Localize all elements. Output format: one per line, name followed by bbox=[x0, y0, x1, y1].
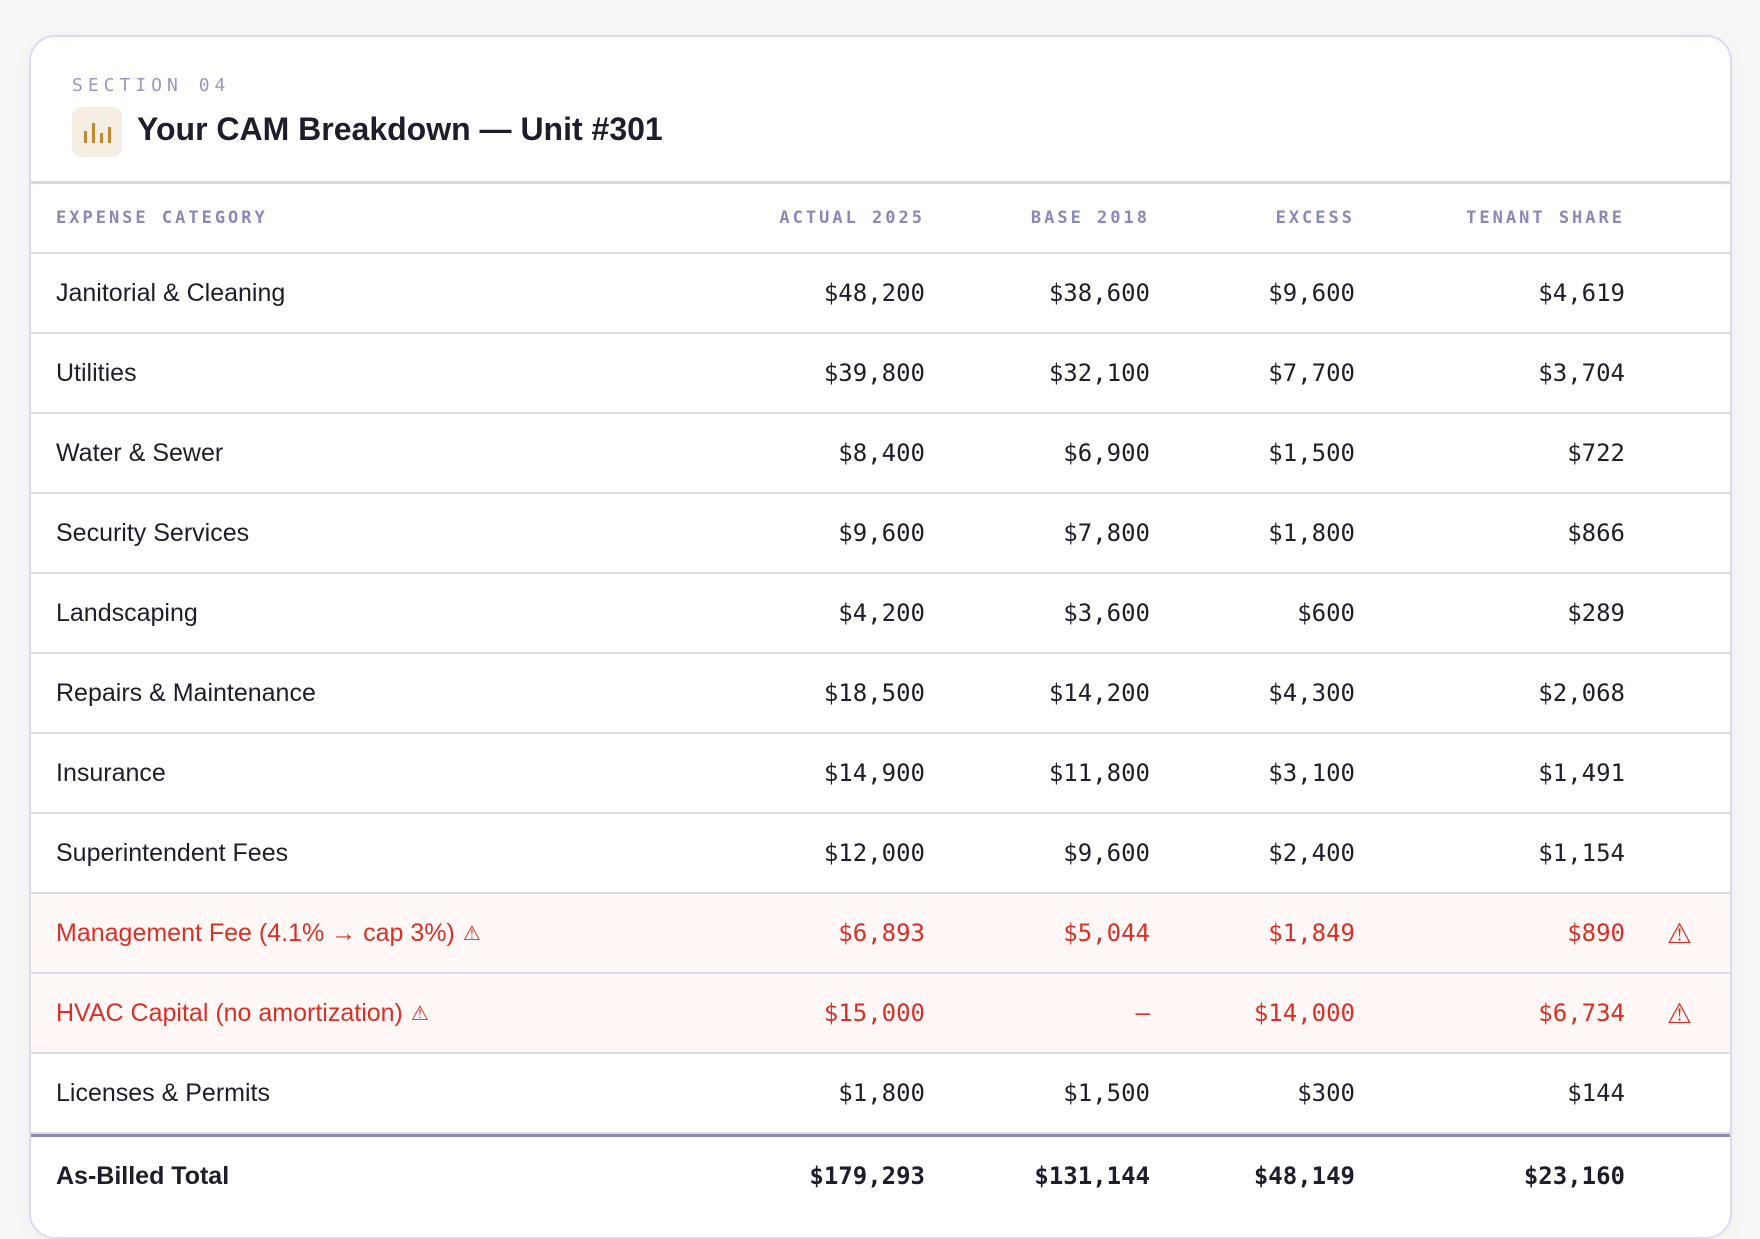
table-row: Landscaping $4,200 $3,600 $600 $289 bbox=[31, 574, 1730, 654]
column-header-actual: ACTUAL 2025 bbox=[779, 208, 925, 228]
table-row: Utilities $39,800 $32,100 $7,700 $3,704 bbox=[31, 334, 1730, 414]
actual-cell: $8,400 bbox=[838, 439, 925, 467]
base-cell: $6,900 bbox=[1063, 439, 1150, 467]
excess-cell: $9,600 bbox=[1268, 279, 1355, 307]
share-cell: $2,068 bbox=[1538, 679, 1625, 707]
table-row: Security Services $9,600 $7,800 $1,800 $866 bbox=[31, 494, 1730, 574]
section-label: SECTION 04 bbox=[72, 75, 231, 96]
actual-cell: $6,893 bbox=[838, 919, 925, 947]
category-cell: Landscaping bbox=[56, 598, 198, 627]
column-header-base: BASE 2018 bbox=[1030, 208, 1150, 228]
base-cell: $14,200 bbox=[1048, 679, 1150, 707]
category-cell: Water & Sewer bbox=[56, 438, 224, 467]
table-row: Superintendent Fees $12,000 $9,600 $2,400 $1… bbox=[31, 814, 1730, 894]
warning-icon[interactable]: ⚠ bbox=[1666, 997, 1692, 1029]
category-cell: Janitorial & Cleaning bbox=[56, 278, 286, 307]
warning-icon: ⚠ bbox=[410, 1002, 429, 1025]
table-header: EXPENSE CATEGORY ACTUAL 2025 BASE 2018 E… bbox=[31, 184, 1730, 254]
excess-cell: $2,400 bbox=[1268, 839, 1355, 867]
table-row: Repairs & Maintenance $18,500 $14,200 $4,30… bbox=[31, 654, 1730, 734]
warning-icon[interactable]: ⚠ bbox=[1666, 917, 1692, 949]
share-cell: $1,154 bbox=[1538, 839, 1625, 867]
base-cell: $11,800 bbox=[1048, 759, 1150, 787]
warning-icon: ⚠ bbox=[462, 922, 481, 945]
share-cell: $890 bbox=[1567, 919, 1625, 947]
excess-cell: $7,700 bbox=[1268, 359, 1355, 387]
share-cell: $4,619 bbox=[1538, 279, 1625, 307]
share-cell: $23,160 bbox=[1523, 1162, 1625, 1190]
category-cell: Superintendent Fees bbox=[56, 838, 289, 867]
share-cell: $289 bbox=[1567, 599, 1625, 627]
share-cell: $866 bbox=[1567, 519, 1625, 547]
cam-table: EXPENSE CATEGORY ACTUAL 2025 BASE 2018 E… bbox=[31, 184, 1730, 1215]
excess-cell: $1,800 bbox=[1268, 519, 1355, 547]
table-row: Insurance $14,900 $11,800 $3,100 $1,491 bbox=[31, 734, 1730, 814]
excess-cell: $3,100 bbox=[1268, 759, 1355, 787]
excess-cell: $1,500 bbox=[1268, 439, 1355, 467]
table-row: HVAC Capital (no amortization) ⚠ $15,000 – $… bbox=[31, 974, 1730, 1054]
category-cell: Utilities bbox=[56, 358, 137, 387]
excess-cell: $300 bbox=[1297, 1079, 1355, 1107]
total-row: As-Billed Total $179,293 $131,144 $48,149 $2… bbox=[31, 1134, 1730, 1215]
category-cell: As-Billed Total bbox=[56, 1161, 230, 1190]
actual-cell: $12,000 bbox=[823, 839, 925, 867]
base-cell: $1,500 bbox=[1063, 1079, 1150, 1107]
base-cell: $32,100 bbox=[1048, 359, 1150, 387]
category-cell: Management Fee (4.1% → cap 3%) ⚠ bbox=[56, 918, 481, 947]
share-cell: $1,491 bbox=[1538, 759, 1625, 787]
excess-cell: $48,149 bbox=[1253, 1162, 1355, 1190]
actual-cell: $4,200 bbox=[838, 599, 925, 627]
category-cell: HVAC Capital (no amortization) ⚠ bbox=[56, 998, 429, 1027]
table-row: Licenses & Permits $1,800 $1,500 $300 $144 bbox=[31, 1054, 1730, 1134]
page-title: Your CAM Breakdown — Unit #301 bbox=[137, 111, 663, 147]
card-header: SECTION 04 Your CAM Breakdown — Unit #30… bbox=[31, 37, 1730, 184]
base-cell: $3,600 bbox=[1063, 599, 1150, 627]
share-cell: $722 bbox=[1567, 439, 1625, 467]
actual-cell: $15,000 bbox=[823, 999, 925, 1027]
bar-chart-icon bbox=[72, 107, 122, 157]
base-cell: – bbox=[1135, 999, 1150, 1027]
table-row: Management Fee (4.1% → cap 3%) ⚠ $6,893 $5,… bbox=[31, 894, 1730, 974]
actual-cell: $48,200 bbox=[823, 279, 925, 307]
share-cell: $3,704 bbox=[1538, 359, 1625, 387]
actual-cell: $9,600 bbox=[838, 519, 925, 547]
base-cell: $5,044 bbox=[1063, 919, 1150, 947]
base-cell: $7,800 bbox=[1063, 519, 1150, 547]
category-cell: Insurance bbox=[56, 758, 166, 787]
category-cell: Licenses & Permits bbox=[56, 1078, 270, 1107]
base-cell: $131,144 bbox=[1034, 1162, 1150, 1190]
actual-cell: $179,293 bbox=[809, 1162, 925, 1190]
table-row: Janitorial & Cleaning $48,200 $38,600 $9,60… bbox=[31, 254, 1730, 334]
actual-cell: $18,500 bbox=[823, 679, 925, 707]
share-cell: $6,734 bbox=[1538, 999, 1625, 1027]
actual-cell: $1,800 bbox=[838, 1079, 925, 1107]
category-cell: Security Services bbox=[56, 518, 250, 547]
column-header-category: EXPENSE CATEGORY bbox=[56, 208, 268, 228]
column-header-share: TENANT SHARE bbox=[1466, 208, 1625, 228]
share-cell: $144 bbox=[1567, 1079, 1625, 1107]
base-cell: $9,600 bbox=[1063, 839, 1150, 867]
actual-cell: $39,800 bbox=[823, 359, 925, 387]
excess-cell: $4,300 bbox=[1268, 679, 1355, 707]
excess-cell: $14,000 bbox=[1253, 999, 1355, 1027]
cam-breakdown-card: SECTION 04 Your CAM Breakdown — Unit #30… bbox=[29, 35, 1732, 1239]
excess-cell: $600 bbox=[1297, 599, 1355, 627]
table-row: Water & Sewer $8,400 $6,900 $1,500 $722 bbox=[31, 414, 1730, 494]
column-header-excess: EXCESS bbox=[1275, 208, 1355, 228]
excess-cell: $1,849 bbox=[1268, 919, 1355, 947]
base-cell: $38,600 bbox=[1048, 279, 1150, 307]
category-cell: Repairs & Maintenance bbox=[56, 678, 316, 707]
actual-cell: $14,900 bbox=[823, 759, 925, 787]
